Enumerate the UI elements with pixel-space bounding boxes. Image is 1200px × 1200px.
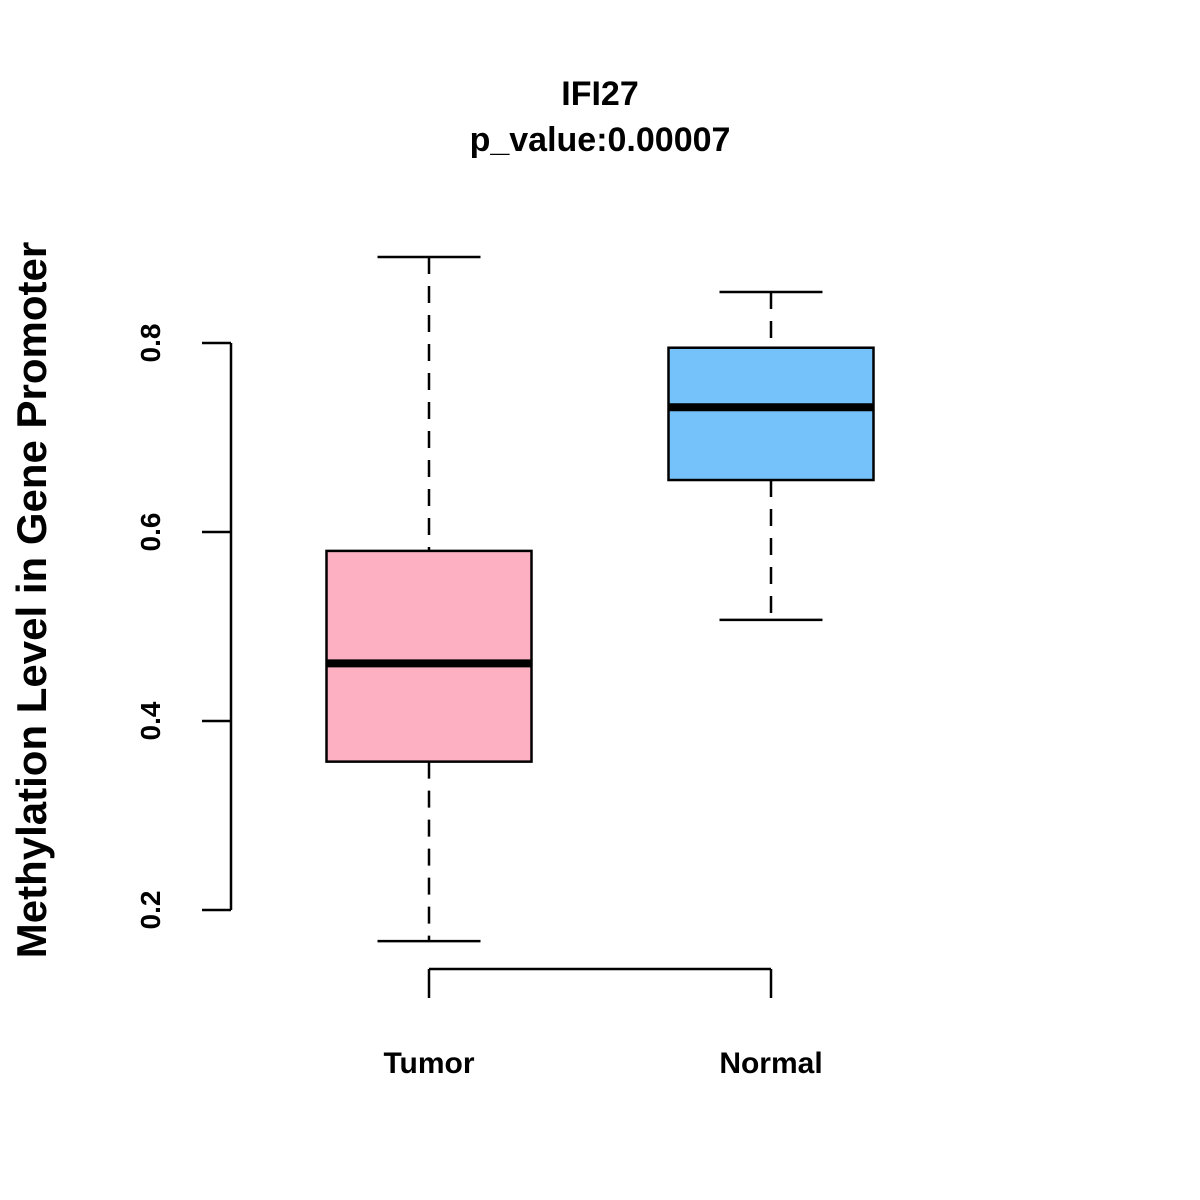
- x-tick-label: Normal: [719, 1047, 822, 1080]
- box-tumor: [325, 255, 533, 943]
- chart-subtitle: p_value:0.00007: [470, 121, 731, 159]
- x-axis: Tumor Normal: [383, 967, 823, 1080]
- y-axis: 0.2 0.4 0.6 0.8: [135, 324, 233, 930]
- y-tick-label: 0.8: [135, 324, 166, 363]
- y-axis-label: Methylation Level in Gene Promoter: [8, 242, 55, 958]
- boxes: [325, 255, 875, 943]
- box-normal: [667, 290, 875, 622]
- y-tick-label: 0.4: [135, 701, 166, 740]
- chart-title: IFI27: [561, 75, 638, 113]
- iqr-box: [325, 549, 533, 763]
- iqr-box: [667, 346, 875, 482]
- x-tick-label: Tumor: [383, 1047, 474, 1080]
- y-tick-label: 0.6: [135, 513, 166, 552]
- y-tick-label: 0.2: [135, 891, 166, 930]
